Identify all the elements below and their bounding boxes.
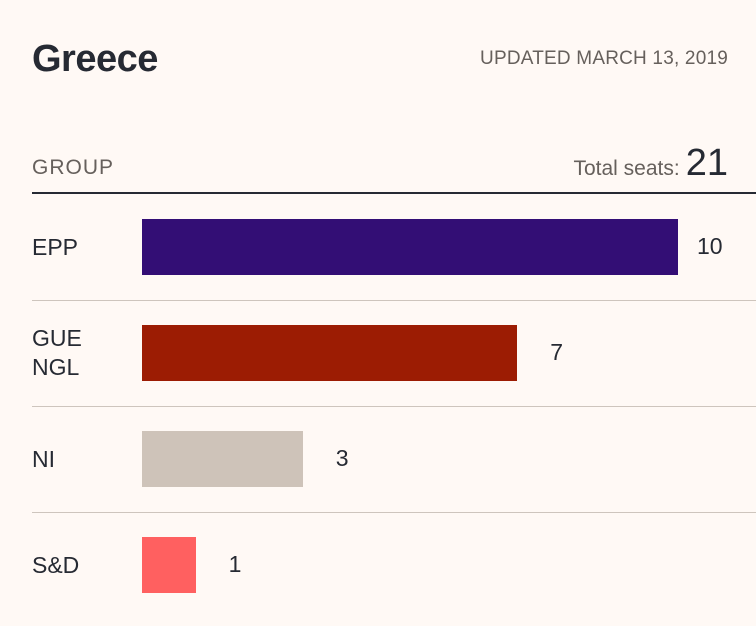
category-label: S&D: [32, 551, 79, 580]
bar: [142, 537, 196, 593]
total-seats-label: Total seats:: [573, 157, 680, 180]
header-divider: [32, 192, 756, 194]
value-label: 10: [697, 233, 723, 259]
group-column-header: GROUP: [32, 156, 115, 179]
value-label: 3: [335, 445, 349, 471]
row-divider: [32, 406, 756, 407]
category-label-line: NI: [32, 445, 55, 472]
page-title: Greece: [32, 38, 158, 80]
total-seats-value: 21: [685, 142, 728, 184]
category-label: GUE NGL: [32, 324, 82, 382]
total-seats: Total seats: 21: [573, 142, 728, 185]
category-label-line: S&D: [32, 551, 80, 578]
bar: [142, 325, 518, 381]
updated-timestamp: UPDATED MARCH 13, 2019: [480, 48, 728, 69]
category-label: NI: [32, 445, 55, 474]
category-label-line: NGL: [32, 354, 80, 380]
bar: [142, 431, 303, 487]
value-label: 7: [550, 339, 563, 365]
category-label-line: GUE: [32, 325, 82, 351]
value-label: 1: [228, 551, 242, 577]
row-divider: [32, 300, 756, 301]
category-label-line: EPP: [32, 233, 79, 260]
row-divider: [32, 512, 756, 513]
bar: [142, 219, 678, 275]
category-label: EPP: [32, 233, 78, 262]
